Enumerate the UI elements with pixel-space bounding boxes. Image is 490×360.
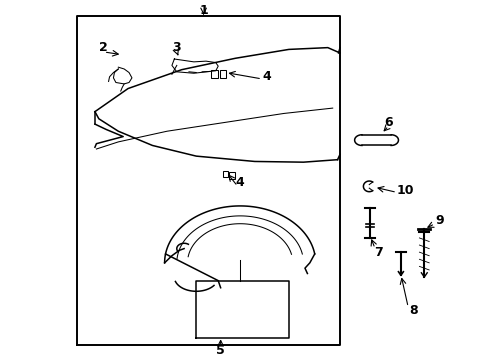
Bar xyxy=(222,171,228,177)
Text: 10: 10 xyxy=(397,184,415,197)
Bar xyxy=(229,172,235,179)
Text: 5: 5 xyxy=(216,344,225,357)
Bar xyxy=(220,71,226,77)
Text: 8: 8 xyxy=(409,304,417,318)
Text: 4: 4 xyxy=(236,176,245,189)
Text: 7: 7 xyxy=(375,246,383,259)
Text: 2: 2 xyxy=(99,41,108,54)
Text: 9: 9 xyxy=(436,213,444,227)
Text: 4: 4 xyxy=(263,69,271,82)
Text: 6: 6 xyxy=(385,116,393,129)
Text: 3: 3 xyxy=(172,41,181,54)
Bar xyxy=(211,71,218,77)
Text: 1: 1 xyxy=(199,4,208,17)
